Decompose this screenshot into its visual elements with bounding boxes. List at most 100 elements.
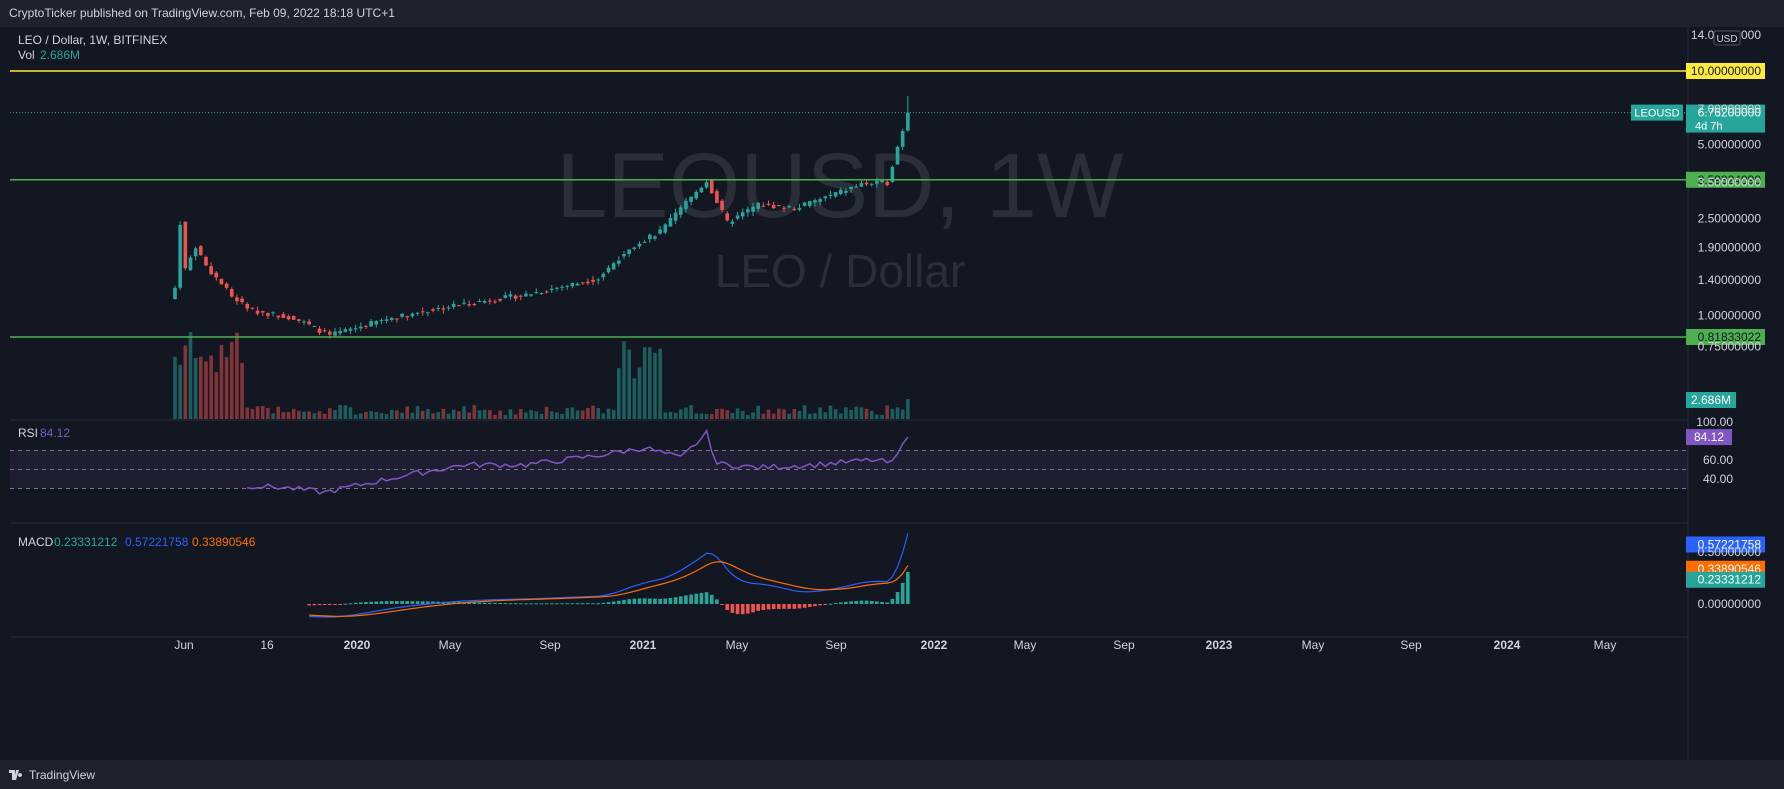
- candle[interactable]: [441, 308, 446, 310]
- candle[interactable]: [436, 308, 441, 310]
- candle[interactable]: [529, 294, 533, 296]
- candle[interactable]: [606, 267, 611, 273]
- candle[interactable]: [271, 312, 275, 314]
- candle[interactable]: [740, 212, 745, 217]
- candle[interactable]: [601, 273, 606, 278]
- candle[interactable]: [302, 321, 306, 323]
- candle[interactable]: [735, 215, 740, 219]
- candle[interactable]: [709, 180, 714, 194]
- candle[interactable]: [426, 312, 430, 314]
- candle[interactable]: [859, 183, 864, 187]
- candle[interactable]: [281, 314, 286, 318]
- candle[interactable]: [312, 325, 317, 327]
- candle[interactable]: [224, 283, 229, 288]
- candle[interactable]: [565, 285, 570, 287]
- candle[interactable]: [198, 246, 203, 256]
- candle[interactable]: [844, 190, 848, 193]
- candle[interactable]: [720, 200, 724, 210]
- candle[interactable]: [678, 207, 683, 215]
- candle[interactable]: [384, 319, 389, 321]
- candle[interactable]: [286, 316, 291, 320]
- candles[interactable]: [173, 96, 910, 339]
- candle[interactable]: [668, 217, 673, 227]
- candle[interactable]: [405, 316, 410, 318]
- candle[interactable]: [209, 266, 213, 275]
- tradingview-logo[interactable]: TradingView: [9, 768, 95, 782]
- candle[interactable]: [591, 279, 595, 282]
- candle[interactable]: [204, 256, 208, 266]
- candle[interactable]: [730, 221, 735, 225]
- candle[interactable]: [756, 202, 760, 209]
- candle[interactable]: [715, 191, 719, 203]
- candle[interactable]: [771, 204, 776, 209]
- candle[interactable]: [260, 311, 265, 313]
- candle[interactable]: [379, 319, 384, 321]
- candle[interactable]: [746, 209, 750, 213]
- candle[interactable]: [890, 166, 895, 182]
- candle[interactable]: [864, 182, 869, 185]
- candle[interactable]: [369, 321, 373, 327]
- candle[interactable]: [782, 207, 786, 209]
- time-axis[interactable]: Jun 16 2020 May Sep 2021 May Sep 2022 May Sep 2023 M…: [174, 638, 1616, 652]
- candle[interactable]: [777, 205, 781, 207]
- candle[interactable]: [549, 288, 554, 291]
- candle[interactable]: [704, 182, 709, 188]
- candle[interactable]: [622, 254, 626, 257]
- rsi-pane[interactable]: 84.12: [10, 428, 1732, 495]
- candle[interactable]: [658, 229, 662, 234]
- candle[interactable]: [751, 206, 755, 212]
- candle[interactable]: [503, 295, 508, 298]
- candle[interactable]: [353, 328, 358, 330]
- candle[interactable]: [539, 293, 544, 295]
- candle[interactable]: [869, 183, 874, 185]
- candle[interactable]: [358, 326, 363, 329]
- candle[interactable]: [611, 263, 616, 270]
- candle[interactable]: [431, 309, 435, 311]
- candle[interactable]: [235, 297, 239, 302]
- candle[interactable]: [415, 312, 420, 314]
- candle[interactable]: [828, 194, 833, 196]
- candle[interactable]: [488, 300, 492, 302]
- candle[interactable]: [586, 281, 590, 284]
- candle[interactable]: [508, 294, 513, 297]
- candle[interactable]: [343, 329, 348, 333]
- candle[interactable]: [802, 202, 807, 206]
- candle[interactable]: [410, 313, 415, 317]
- candle[interactable]: [322, 330, 327, 332]
- candle[interactable]: [193, 248, 198, 257]
- candle[interactable]: [560, 286, 564, 288]
- candle[interactable]: [725, 213, 730, 221]
- candle[interactable]: [333, 331, 337, 336]
- candle[interactable]: [673, 212, 678, 221]
- candle[interactable]: [291, 316, 296, 320]
- candle[interactable]: [451, 303, 456, 307]
- candle[interactable]: [807, 201, 812, 206]
- candle[interactable]: [240, 298, 244, 303]
- macd-line[interactable]: [309, 533, 909, 618]
- candle[interactable]: [632, 247, 637, 250]
- candle[interactable]: [813, 200, 817, 203]
- candle[interactable]: [833, 192, 838, 197]
- candle[interactable]: [787, 206, 791, 208]
- candle[interactable]: [328, 331, 332, 335]
- candle[interactable]: [642, 241, 647, 243]
- candle[interactable]: [482, 300, 487, 303]
- candle[interactable]: [477, 301, 482, 303]
- candle[interactable]: [694, 191, 699, 199]
- candle[interactable]: [364, 325, 368, 327]
- candle[interactable]: [880, 180, 884, 183]
- candle[interactable]: [493, 301, 497, 303]
- candle[interactable]: [420, 311, 425, 313]
- candle[interactable]: [854, 186, 859, 188]
- candle[interactable]: [317, 328, 322, 333]
- candle[interactable]: [875, 180, 879, 184]
- candle[interactable]: [348, 328, 353, 331]
- candle[interactable]: [648, 234, 652, 240]
- candle[interactable]: [689, 196, 693, 202]
- candle[interactable]: [684, 200, 688, 210]
- candle[interactable]: [173, 287, 177, 300]
- candle[interactable]: [823, 196, 828, 199]
- candle[interactable]: [276, 315, 281, 318]
- candle[interactable]: [389, 317, 394, 321]
